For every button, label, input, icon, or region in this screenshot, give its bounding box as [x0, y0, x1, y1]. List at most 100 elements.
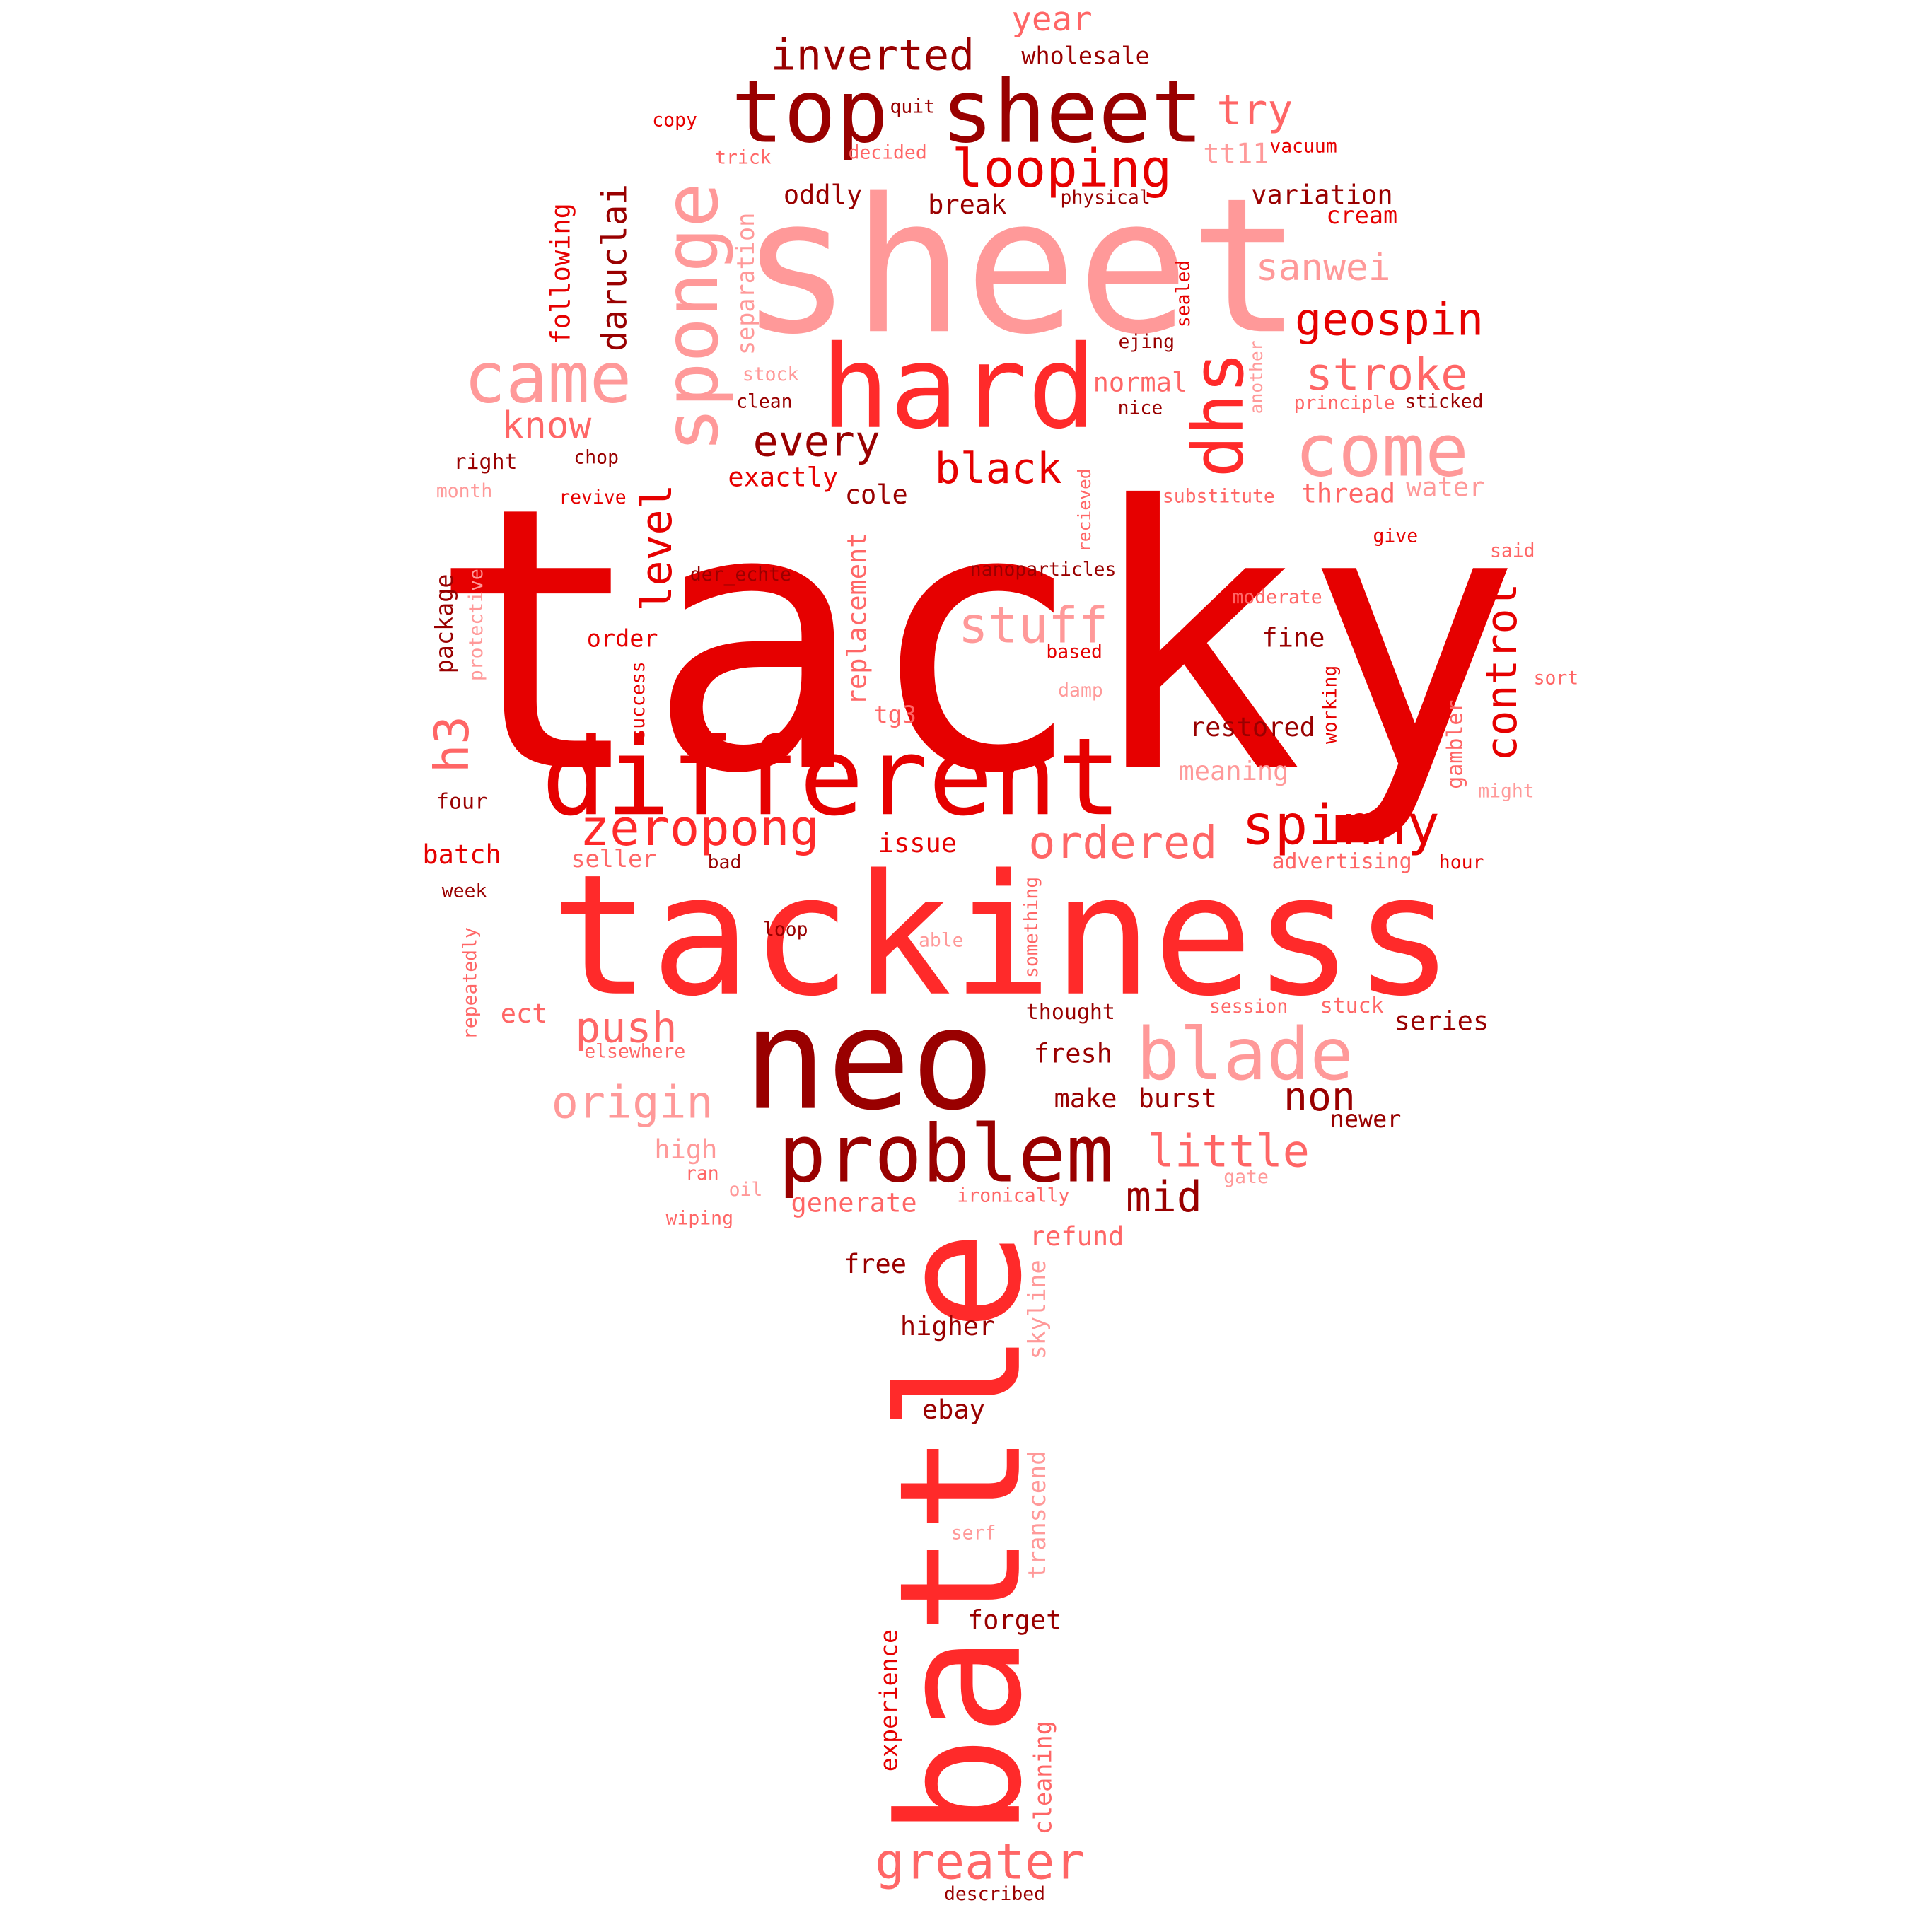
word-seller: seller: [571, 846, 657, 873]
word-gambler: gambler: [1443, 699, 1469, 789]
word-burst: burst: [1138, 1083, 1217, 1114]
word-batch: batch: [422, 839, 501, 870]
word-generate: generate: [791, 1188, 917, 1218]
word-serf: serf: [950, 1521, 996, 1544]
word-hard: hard: [820, 321, 1097, 455]
word-hour: hour: [1438, 851, 1484, 873]
word-different: different: [541, 716, 1122, 841]
word-mid: mid: [1125, 1172, 1202, 1223]
word-something: something: [1020, 876, 1043, 978]
word-described: described: [943, 1882, 1046, 1906]
word-inverted: inverted: [770, 31, 975, 81]
word-break: break: [928, 190, 1007, 220]
word-black: black: [934, 444, 1062, 494]
word-newer: newer: [1329, 1106, 1402, 1134]
word-meaning: meaning: [1178, 756, 1289, 786]
word-right: right: [453, 450, 518, 475]
word-advertising: advertising: [1271, 849, 1412, 875]
word-ordered: ordered: [1028, 817, 1218, 869]
word-greater: greater: [874, 1833, 1085, 1891]
word-success: success: [627, 661, 649, 740]
word-give: give: [1373, 524, 1419, 547]
word-normal: normal: [1093, 368, 1188, 398]
word-came: came: [463, 338, 632, 420]
word-fine: fine: [1262, 623, 1325, 653]
word-neo: neo: [743, 979, 995, 1142]
word-tacky: tacky: [427, 429, 1522, 853]
word-daruclai: daruclai: [593, 183, 635, 352]
word-every: every: [752, 417, 880, 467]
word-cleaning: cleaning: [1030, 1721, 1058, 1835]
word-vacuum: vacuum: [1269, 134, 1337, 158]
word-issue: issue: [878, 828, 957, 859]
word-wholesale: wholesale: [1021, 42, 1150, 71]
word-stroke: stroke: [1305, 349, 1468, 401]
word-damp: damp: [1058, 679, 1103, 702]
word-copy: copy: [652, 109, 697, 132]
word-non: non: [1284, 1073, 1356, 1121]
word-stock: stock: [742, 363, 799, 385]
word-protective: protective: [465, 569, 488, 682]
word-forget: forget: [967, 1605, 1062, 1636]
word-substitute: substitute: [1162, 484, 1275, 508]
word-control: control: [1477, 583, 1527, 762]
word-make: make: [1054, 1083, 1117, 1114]
word-know: know: [501, 405, 592, 448]
word-geospin: geospin: [1294, 295, 1484, 347]
word-gate: gate: [1223, 1165, 1269, 1189]
word-ran: ran: [685, 1162, 719, 1185]
word-thread: thread: [1300, 478, 1396, 509]
word-bad: bad: [707, 851, 742, 873]
word-working: working: [1319, 665, 1342, 744]
word-cream: cream: [1326, 202, 1398, 230]
word-four: four: [436, 789, 488, 815]
word-high: high: [654, 1134, 718, 1165]
word-quit: quit: [890, 95, 936, 118]
word-cole: cole: [844, 479, 908, 510]
word-der-echte: der_echte: [689, 563, 791, 586]
word-dhs: dhs: [1179, 351, 1260, 478]
word-sponge: sponge: [648, 182, 736, 453]
word-week: week: [441, 879, 487, 902]
word-revive: revive: [559, 486, 627, 509]
word-year: year: [1011, 0, 1093, 40]
word-try: try: [1216, 86, 1293, 136]
word-decided: decided: [848, 141, 927, 164]
word-looping: looping: [951, 138, 1172, 199]
word-order: order: [586, 625, 658, 653]
word-sticked: sticked: [1404, 390, 1484, 413]
word-refund: refund: [1029, 1221, 1124, 1252]
word-able: able: [918, 929, 964, 952]
word-water: water: [1406, 472, 1485, 503]
word-following: following: [545, 203, 576, 345]
word-problem: problem: [778, 1109, 1115, 1201]
word-session: session: [1209, 995, 1288, 1018]
word-tt11: tt11: [1203, 139, 1269, 171]
word-exactly: exactly: [728, 462, 839, 493]
word-series: series: [1394, 1006, 1489, 1037]
word-moderate: moderate: [1232, 586, 1322, 608]
word-transcend: transcend: [1023, 1450, 1052, 1579]
word-experience: experience: [875, 1629, 904, 1772]
word-based: based: [1046, 640, 1102, 663]
word-replacement: replacement: [842, 532, 873, 706]
word-fresh: fresh: [1033, 1038, 1113, 1069]
word-ebay: ebay: [921, 1395, 985, 1425]
word-sealed: sealed: [1172, 260, 1195, 328]
word-little: little: [1147, 1127, 1310, 1178]
word-another: another: [1247, 340, 1267, 414]
word-ect: ect: [500, 999, 548, 1029]
word-wiping: wiping: [665, 1206, 733, 1230]
word-chop: chop: [574, 446, 619, 469]
word-free: free: [843, 1249, 907, 1279]
word-sheet: sheet: [740, 159, 1302, 376]
word-spinny: spinny: [1241, 794, 1440, 858]
word-ironically: ironically: [957, 1184, 1070, 1207]
word-physical: physical: [1060, 186, 1151, 209]
word-nice: nice: [1117, 396, 1163, 419]
word-skyline: skyline: [1023, 1259, 1052, 1360]
word-stuck: stuck: [1320, 994, 1384, 1019]
word-month: month: [436, 479, 493, 503]
word-package: package: [431, 574, 459, 674]
word-push: push: [575, 1003, 677, 1054]
